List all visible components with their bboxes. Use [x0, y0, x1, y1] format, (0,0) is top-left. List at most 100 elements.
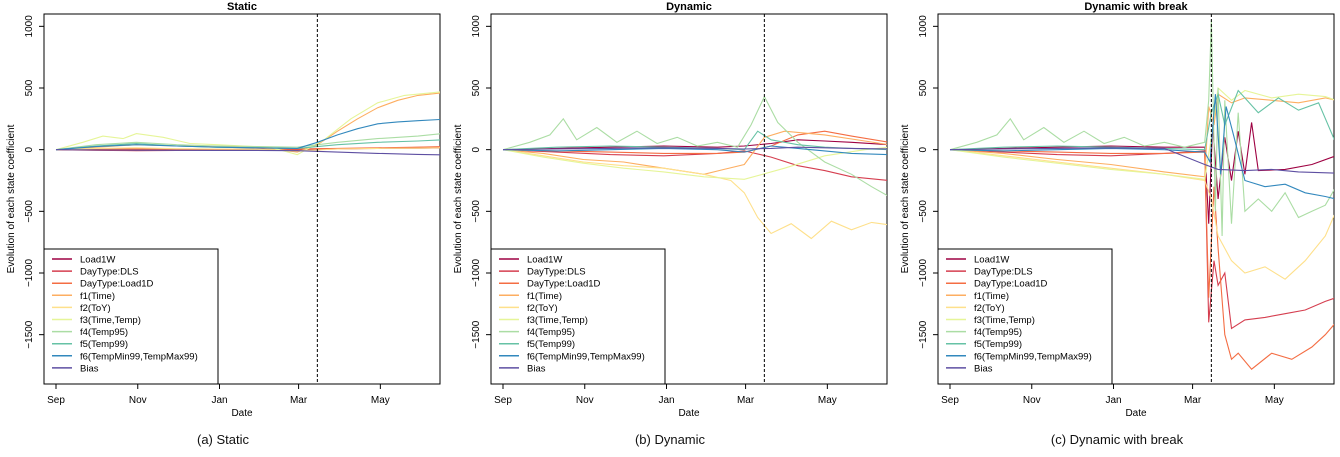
y-tick-label: 500 [471, 79, 482, 96]
series-line-f6-tempmin99-tempmax99- [55, 118, 440, 151]
panel-dynamic: Dynamic −1500 −1000 −500 0 500 1000 Sep Nov Jan Ma… [447, 0, 893, 457]
plot-frame [43, 13, 441, 385]
series-line-f2-toy- [502, 149, 887, 240]
y-tick-label: 0 [918, 146, 929, 152]
series-line-f6-tempmin99-tempmax99- [502, 145, 887, 156]
legend-entry: f2(ToY) [974, 303, 1005, 314]
legend-entry: f4(Temp95) [527, 327, 575, 338]
legend-box [937, 248, 1113, 385]
legend-entry: f6(TempMin99,TempMax99) [80, 351, 198, 362]
x-tick-label: Jan [1105, 395, 1121, 406]
legend-entry: f5(Temp99) [80, 339, 128, 350]
series-line-f6-tempmin99-tempmax99- [949, 94, 1334, 200]
panel-dynamic-with-break: Dynamic with break −1500 −1000 −500 0 500 1000… [894, 0, 1340, 457]
x-tick-label: Nov [1023, 395, 1041, 406]
y-axis-label: Evolution of each state coefficient [453, 124, 464, 273]
x-tick-label: Jan [658, 395, 674, 406]
legend-entry: f3(Time,Temp) [527, 315, 588, 326]
caption-static: (a) Static [196, 432, 249, 447]
y-tick-label: −500 [471, 200, 482, 223]
series-line-f3-time-temp- [949, 86, 1334, 180]
x-tick-label: Sep [941, 395, 959, 406]
series-line-f2-toy- [55, 147, 440, 152]
y-tick-label: 500 [24, 79, 35, 96]
y-tick-label: −1500 [471, 320, 482, 349]
chart-dynamic-with-break: Dynamic with break −1500 −1000 −500 0 500 1000… [900, 1, 1335, 419]
legend-entry: f1(Time) [974, 291, 1009, 302]
series-line-daytype-dls [949, 149, 1334, 330]
legend-entry: f5(Temp99) [974, 339, 1022, 350]
series-line-f2-toy- [949, 149, 1334, 280]
y-tick-label: −500 [24, 200, 35, 223]
series-line-f3-time-temp- [502, 146, 887, 180]
series-line-daytype-load1d [949, 149, 1334, 370]
y-tick-label: 0 [24, 146, 35, 152]
chart-title: Dynamic [666, 1, 712, 13]
x-axis-label: Date [1125, 408, 1147, 419]
legend-entry: DayType:Load1D [527, 279, 601, 290]
legend-entry: f5(Temp99) [527, 339, 575, 350]
y-tick-label: 500 [918, 79, 929, 96]
y-tick-label: −1000 [24, 259, 35, 288]
legend-entry: f1(Time) [527, 291, 562, 302]
caption-dynamic-with-break: (c) Dynamic with break [1050, 432, 1184, 447]
series-line-daytype-load1d [502, 130, 887, 154]
series-line-load1w [949, 122, 1334, 224]
y-tick-label: 0 [471, 146, 482, 152]
legend-box [490, 248, 666, 385]
x-tick-label: Sep [494, 395, 512, 406]
series-line-f4-temp95- [949, 20, 1334, 237]
chart-dynamic: Dynamic −1500 −1000 −500 0 500 1000 Sep Nov Jan Ma… [453, 1, 888, 419]
legend-entry: Bias [527, 363, 546, 374]
x-tick-label: Sep [47, 395, 65, 406]
legend-entry: DayType:DLS [974, 267, 1033, 278]
series-line-bias [55, 149, 440, 156]
legend-entry: DayType:DLS [527, 267, 586, 278]
x-tick-label: May [818, 395, 837, 406]
legend-entry: Load1W [80, 255, 115, 266]
y-axis-label: Evolution of each state coefficient [6, 124, 17, 273]
legend-entry: DayType:DLS [80, 267, 139, 278]
chart-title: Dynamic with break [1084, 1, 1188, 13]
y-tick-label: −1500 [24, 320, 35, 349]
legend-entry: DayType:Load1D [974, 279, 1048, 290]
series-line-f4-temp95- [502, 95, 887, 197]
x-tick-label: May [1265, 395, 1284, 406]
legend-entry: Load1W [974, 255, 1009, 266]
x-tick-label: Nov [576, 395, 594, 406]
y-tick-label: 1000 [471, 15, 482, 38]
series-line-bias [502, 146, 887, 151]
series-line-f4-temp95- [55, 133, 440, 151]
y-tick-label: −1000 [471, 259, 482, 288]
legend-entry: f2(ToY) [80, 303, 111, 314]
legend-entry: Bias [974, 363, 993, 374]
x-axis-label: Date [231, 408, 253, 419]
legend-entry: Bias [80, 363, 99, 374]
legend-entry: f1(Time) [80, 291, 115, 302]
series-line-bias [949, 147, 1334, 174]
y-tick-label: −1000 [918, 259, 929, 288]
series-line-f1-time- [949, 93, 1334, 178]
x-axis-label: Date [678, 408, 700, 419]
x-tick-label: Jan [211, 395, 227, 406]
legend-entry: f4(Temp95) [974, 327, 1022, 338]
legend-entry: f3(Time,Temp) [80, 315, 141, 326]
series-line-daytype-dls [502, 149, 887, 181]
plot-frame [490, 13, 888, 385]
legend-entry: f3(Time,Temp) [974, 315, 1035, 326]
legend-entry: f2(ToY) [527, 303, 558, 314]
y-tick-label: 1000 [24, 15, 35, 38]
x-tick-label: Mar [290, 395, 308, 406]
panel-static: Static −1500 −1000 −500 0 500 1000 Sep Nov Jan Mar… [0, 0, 446, 457]
y-axis-label: Evolution of each state coefficient [900, 124, 911, 273]
caption-dynamic: (b) Dynamic [634, 432, 706, 447]
legend-box [43, 248, 219, 385]
series-line-f5-temp99- [949, 89, 1334, 151]
legend-entry: Load1W [527, 255, 562, 266]
x-tick-label: Mar [1184, 395, 1202, 406]
legend-entry: f6(TempMin99,TempMax99) [974, 351, 1092, 362]
y-tick-label: 1000 [918, 15, 929, 38]
y-tick-label: −1500 [918, 320, 929, 349]
series-line-f3-time-temp- [55, 91, 440, 156]
chart-static: Static −1500 −1000 −500 0 500 1000 Sep Nov Jan Mar… [6, 1, 441, 419]
